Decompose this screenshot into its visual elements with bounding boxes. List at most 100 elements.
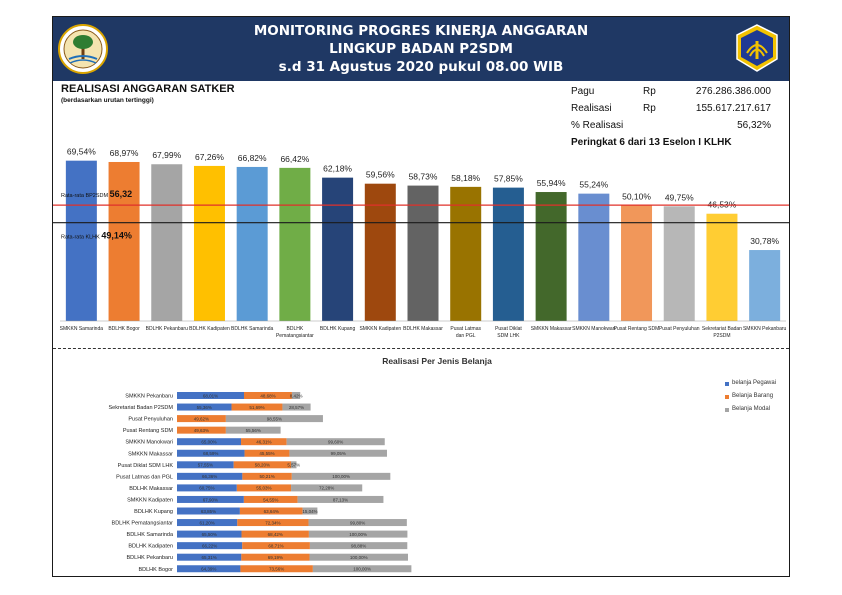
belanja-segment-label: 99,05% xyxy=(331,451,346,456)
belanja-category-label: BDLHK Kadipaten xyxy=(128,544,173,550)
satker-bar xyxy=(193,165,225,321)
satker-bar xyxy=(279,167,311,321)
belanja-segment-modal xyxy=(286,438,385,446)
satker-category-label: BDLHK xyxy=(287,326,304,332)
belanja-segment-pegawai xyxy=(177,495,244,503)
satker-category-label: Pematangsiantar xyxy=(276,333,314,339)
satker-bar xyxy=(236,166,268,321)
satker-category-label: Pusat Penyuluhan xyxy=(659,326,700,332)
realisasi-row: Realisasi Rp 155.617.217.617 xyxy=(571,100,771,117)
belanja-segment-modal xyxy=(289,449,387,457)
belanja-segment-label: 46,31% xyxy=(256,440,271,445)
header-line-2: LINGKUP BADAN P2SDM xyxy=(329,41,513,57)
belanja-segment-label: 87,13% xyxy=(333,497,348,502)
belanja-segment-label: 54,55% xyxy=(263,497,278,502)
belanja-category-label: Pusat Rentang SDM xyxy=(123,428,174,434)
belanja-segment-label: 66,36% xyxy=(202,474,217,479)
satker-category-label: SMKKN Kadipaten xyxy=(359,326,401,332)
belanja-segment-modal xyxy=(291,461,297,469)
legend-label-modal: Belanja Modal xyxy=(732,406,771,412)
belanja-segment-label: 57,55% xyxy=(198,463,213,468)
legend-item-barang: Belanja Barang xyxy=(725,390,776,403)
belanja-segment-barang xyxy=(233,461,292,469)
belanja-category-label: BDLHK Bogor xyxy=(138,567,173,573)
section-divider xyxy=(53,348,789,349)
satker-category-label: BDLHK Kupang xyxy=(320,326,356,332)
persen-label: % Realisasi xyxy=(571,120,624,131)
belanja-segment-label: 68,42% xyxy=(268,532,283,537)
belanja-category-label: BDLHK Makassar xyxy=(129,486,173,492)
satker-bar-chart: 69,54% SMKKN Samarinda 68,97% BDLHK Bogor 67… xyxy=(53,147,789,339)
legend-swatch-pegawai xyxy=(725,381,729,386)
belanja-segment-label: 64,39% xyxy=(201,567,216,572)
satker-bar xyxy=(364,183,396,321)
belanja-segment-barang xyxy=(243,495,298,503)
belanja-segment-pegawai xyxy=(177,519,238,527)
pagu-row: Pagu Rp 276.286.386.000 xyxy=(571,83,771,100)
header-line-3: s.d 31 Agustus 2020 pukul 08.00 WIB xyxy=(278,59,564,75)
avg-bp2sdm-value: 56,32 xyxy=(110,189,133,199)
belanja-segment-label: 100,00% xyxy=(332,474,350,479)
satker-value-label: 67,99% xyxy=(152,150,181,160)
satker-bar xyxy=(706,213,738,321)
belanja-segment-label: 61,20% xyxy=(200,520,215,525)
belanja-segment-barang xyxy=(237,519,309,527)
belanja-segment-label: 45,55% xyxy=(259,451,274,456)
belanja-segment-pegawai xyxy=(177,530,242,538)
belanja-segment-label: 65,31% xyxy=(202,555,217,560)
belanja-segment-label: 100,00% xyxy=(353,567,371,572)
avg-klhk-value: 49,14% xyxy=(101,231,132,241)
belanja-category-label: SMKKN Makassar xyxy=(128,451,173,457)
satker-category-label: BDLHK Samarinda xyxy=(231,326,273,332)
satker-bar xyxy=(108,161,140,321)
belanja-segment-label: 65,00% xyxy=(201,440,216,445)
belanja-segment-modal xyxy=(308,530,408,538)
legend-label-pegawai: belanja Pegawai xyxy=(732,380,777,386)
belanja-segment-barang xyxy=(240,565,313,573)
belanja-segment-label: 49,63% xyxy=(194,428,209,433)
rank-text: Peringkat 6 dari 13 Eselon I KLHK xyxy=(571,137,732,148)
belanja-segment-pegawai xyxy=(177,392,244,399)
belanja-segment-label: 100,00% xyxy=(349,532,367,537)
pagu-label: Pagu xyxy=(571,86,595,97)
satker-value-label: 55,94% xyxy=(537,178,566,188)
belanja-segment-pegawai xyxy=(177,507,240,515)
belanja-segment-barang xyxy=(239,507,303,515)
belanja-category-label: BDLHK Pematangsiantar xyxy=(112,521,174,527)
satker-category-label: Pusat Diklat xyxy=(495,326,522,332)
belanja-segment-label: 58,20% xyxy=(255,463,270,468)
belanja-segment-label: 72,34% xyxy=(265,520,280,525)
belanja-stacked-bar-chart: Realisasi Per Jenis Belanja SMKKN Pekanba… xyxy=(108,356,492,573)
section-subtitle: (berdasarkan urutan tertinggi) xyxy=(61,97,154,104)
belanja-segment-barang xyxy=(244,449,290,457)
belanja-segment-barang xyxy=(177,426,226,434)
pagu-value: 276.286.386.000 xyxy=(695,86,771,97)
satker-bar xyxy=(65,160,97,321)
belanja-segment-barang xyxy=(236,484,292,492)
section-title: REALISASI ANGGARAN SATKER xyxy=(61,83,235,95)
belanja-category-label: SMKKN Manokwari xyxy=(125,440,173,446)
avg-klhk-label: Rata-rata KLHK 49,14% xyxy=(61,231,132,241)
belanja-segment-modal xyxy=(291,472,391,480)
belanja-segment-label: 49,62% xyxy=(194,416,209,421)
satker-category-label: BDLHK Kadipaten xyxy=(189,326,230,332)
belanja-segment-label: 73,56% xyxy=(269,567,284,572)
dashboard-frame: MONITORING PROGRES KINERJA ANGGARAN LING… xyxy=(52,16,790,577)
budget-summary: Pagu Rp 276.286.386.000 Realisasi Rp 155… xyxy=(571,83,771,151)
satker-category-label: BDLHK Pekanbaru xyxy=(146,326,188,332)
belanja-category-label: BDLHK Kupang xyxy=(134,509,173,515)
satker-value-label: 66,42% xyxy=(280,154,309,164)
belanja-segment-label: 55,03% xyxy=(256,486,271,491)
belanja-segment-barang xyxy=(241,553,310,561)
belanja-segment-label: 5,57% xyxy=(287,463,300,468)
belanja-segment-barang xyxy=(243,392,292,399)
belanja-segment-label: 50,21% xyxy=(259,474,274,479)
belanja-segment-label: 63,85% xyxy=(201,509,216,514)
belanja-segment-modal xyxy=(308,519,407,527)
belanja-segment-label: 15,04% xyxy=(302,509,317,514)
belanja-category-label: Pusat Latmas dan PGL xyxy=(116,474,173,480)
belanja-segment-pegawai xyxy=(177,461,234,469)
belanja-segment-pegawai xyxy=(177,542,243,550)
belanja-segment-label: 69,19% xyxy=(268,555,283,560)
satker-bar xyxy=(621,205,653,321)
